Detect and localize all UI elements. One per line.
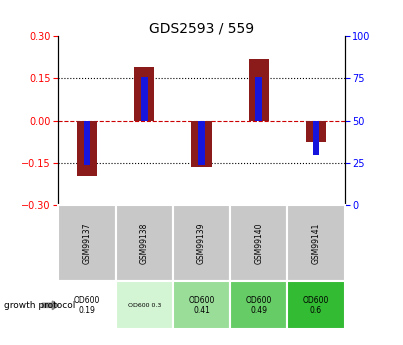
Bar [249,59,269,121]
Text: OD600
0.19: OD600 0.19 [74,296,100,315]
Text: GSM99137: GSM99137 [83,223,91,264]
Bar [173,205,230,281]
Text: OD600
0.6: OD600 0.6 [303,296,329,315]
Text: GSM99140: GSM99140 [254,223,263,264]
Text: OD600
0.49: OD600 0.49 [245,296,272,315]
Bar [116,281,173,329]
Text: growth protocol: growth protocol [4,301,75,310]
Text: GSM99138: GSM99138 [140,223,149,264]
Text: GSM99139: GSM99139 [197,223,206,264]
Bar [306,121,326,142]
Bar [134,67,154,121]
Bar [198,121,205,165]
Bar [58,205,116,281]
Bar [230,205,287,281]
Bar [255,77,262,121]
Text: OD600
0.41: OD600 0.41 [188,296,215,315]
Bar [287,205,345,281]
Bar [312,121,320,155]
Bar [83,121,91,165]
Bar [58,281,116,329]
Bar [173,281,230,329]
Bar [287,281,345,329]
Bar [116,205,173,281]
Text: GSM99141: GSM99141 [312,223,320,264]
Bar [230,281,287,329]
Bar [191,121,212,167]
Bar [141,77,148,121]
Text: OD600 0.3: OD600 0.3 [128,303,161,308]
Bar [77,121,97,176]
Title: GDS2593 / 559: GDS2593 / 559 [149,21,254,35]
